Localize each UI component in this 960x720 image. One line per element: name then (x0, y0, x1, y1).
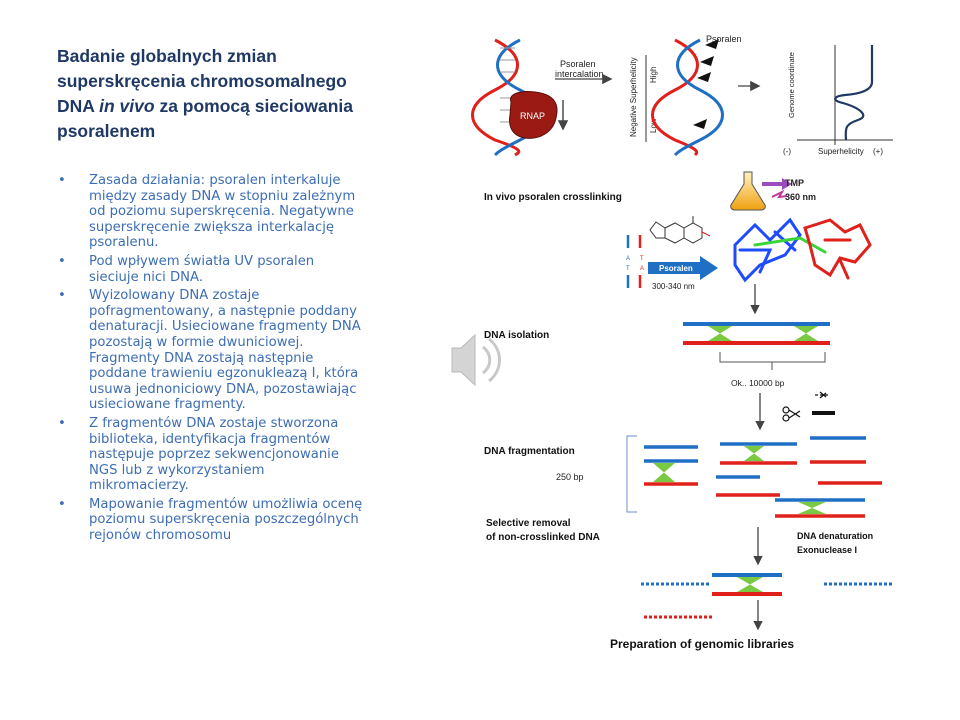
crosslinked-fragments (641, 573, 892, 619)
dna-isolation-label: DNA isolation (484, 330, 549, 341)
denaturation-label: DNA denaturation (797, 531, 873, 541)
dna-fragments (644, 436, 882, 518)
tmp-label: TMP (785, 178, 804, 188)
minus-label: (-) (783, 147, 791, 156)
in-vivo-label: In vivo psoralen crosslinking (484, 192, 622, 203)
crosslink-structure (733, 217, 872, 283)
svg-text:T: T (626, 266, 630, 272)
bp10000-label: Ok.. 10000 bp (731, 378, 785, 388)
nm360-label: 360 nm (785, 192, 816, 202)
selective-removal-label-1: Selective removal (486, 518, 571, 529)
scissors-icon (782, 391, 835, 422)
rnap-blob: RNAP (509, 91, 569, 139)
superhelicity-plot: Genome coordinate (-) Superhelicity (+) (783, 45, 893, 156)
svg-text:A: A (640, 266, 644, 272)
psoralen-molecule (649, 216, 711, 244)
tmp-arrow (762, 178, 792, 190)
bullet-item: Pod wpływem światła UV psoralen sieciuje… (58, 254, 363, 285)
uv-zigzag (771, 189, 788, 199)
title-text: Badanie globalnych zmian superskręcenia … (57, 46, 347, 116)
bullet-item: Zasada działania: psoralen interkaluje m… (58, 173, 363, 251)
isolated-dna-strands (683, 322, 830, 345)
nm300-label: 300-340 nm (652, 282, 695, 291)
rnap-label: RNAP (520, 111, 545, 121)
size-bracket (719, 352, 826, 370)
plus-label: (+) (873, 147, 883, 156)
negative-supercoiling-label: Negative Superhelicity (629, 57, 638, 137)
psoralen-arrow (648, 256, 718, 280)
psoralen-top-label: Psoralen (706, 34, 742, 44)
bullet-item: Wyizolowany DNA zostaje pofragmentowany,… (58, 288, 363, 413)
title-italic: in vivo (99, 96, 155, 116)
title-text-end: za pomocą sieciowania psoralenem (57, 96, 353, 141)
genome-coordinate-label: Genome coordinate (787, 52, 796, 118)
psoralen-arrow-label: Psoralen (659, 264, 693, 273)
libraries-label: Preparation of genomic libraries (610, 637, 794, 651)
selective-removal-label-2: of non-crosslinked DNA (486, 532, 600, 543)
speaker-icon[interactable] (451, 333, 501, 387)
exonuclease-label: Exonuclease I (797, 545, 857, 555)
bullet-item: Mapowanie fragmentów umożliwia ocenę poz… (58, 497, 363, 544)
fragments-bracket (626, 435, 637, 513)
svg-text:T: T (640, 256, 644, 262)
low-label: Low (649, 118, 658, 133)
bullet-list: Zasada działania: psoralen interkaluje m… (58, 173, 363, 547)
flask-icon (730, 171, 766, 211)
high-label: High (649, 67, 658, 83)
dna-fragmentation-label: DNA fragmentation (484, 446, 575, 457)
slide-title: Badanie globalnych zmian superskręcenia … (57, 44, 387, 144)
bp250-label: 250 bp (556, 472, 584, 482)
bullet-item: Z fragmentów DNA zostaje stworzona bibli… (58, 416, 363, 494)
psoralen-intercalation-label: Psoralen intercalation (555, 59, 604, 79)
svg-text:A: A (626, 256, 630, 262)
superhelicity-axis-label: Superhelicity (818, 147, 864, 156)
dna-helix-right (651, 38, 724, 157)
